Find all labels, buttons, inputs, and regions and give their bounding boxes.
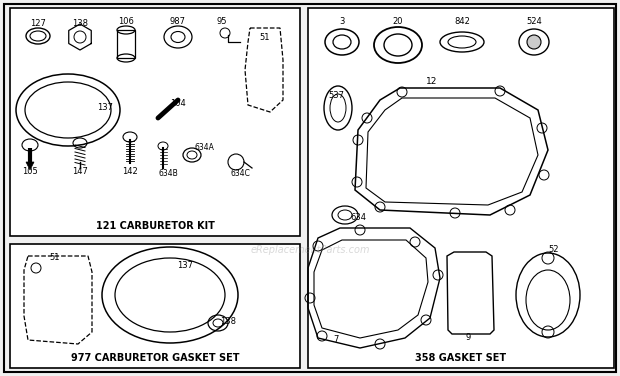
Text: 95: 95 bbox=[217, 18, 228, 26]
Text: eReplacementParts.com: eReplacementParts.com bbox=[250, 245, 370, 255]
Text: 121 CARBURETOR KIT: 121 CARBURETOR KIT bbox=[95, 221, 215, 231]
Text: 12: 12 bbox=[427, 77, 438, 86]
Text: 537: 537 bbox=[328, 91, 344, 100]
Ellipse shape bbox=[527, 35, 541, 49]
Text: 138: 138 bbox=[220, 317, 236, 326]
Bar bbox=[10, 8, 300, 236]
Text: 634B: 634B bbox=[158, 168, 178, 177]
Text: 3: 3 bbox=[339, 18, 345, 26]
Text: 137: 137 bbox=[177, 261, 193, 270]
Text: 104: 104 bbox=[170, 99, 186, 108]
Text: 634C: 634C bbox=[230, 168, 250, 177]
Text: 634: 634 bbox=[350, 214, 366, 223]
Polygon shape bbox=[26, 162, 34, 170]
Text: 142: 142 bbox=[122, 167, 138, 176]
Text: 987: 987 bbox=[170, 18, 186, 26]
Bar bbox=[10, 244, 300, 368]
Bar bbox=[117, 30, 135, 58]
Bar bbox=[308, 8, 614, 368]
Text: 524: 524 bbox=[526, 18, 542, 26]
Text: 842: 842 bbox=[454, 18, 470, 26]
Text: 977 CARBURETOR GASKET SET: 977 CARBURETOR GASKET SET bbox=[71, 353, 239, 363]
Text: 147: 147 bbox=[72, 167, 88, 176]
Text: 7: 7 bbox=[334, 335, 339, 344]
Text: 20: 20 bbox=[392, 18, 403, 26]
Text: 51: 51 bbox=[50, 253, 60, 262]
Text: 634A: 634A bbox=[194, 144, 214, 153]
Text: 51: 51 bbox=[260, 33, 270, 42]
Text: 127: 127 bbox=[30, 20, 46, 29]
Text: 52: 52 bbox=[549, 246, 559, 255]
Text: 138: 138 bbox=[72, 20, 88, 29]
Text: 137: 137 bbox=[97, 103, 113, 112]
Text: 105: 105 bbox=[22, 167, 38, 176]
Text: 9: 9 bbox=[466, 334, 471, 343]
Text: 358 GASKET SET: 358 GASKET SET bbox=[415, 353, 507, 363]
Text: 106: 106 bbox=[118, 18, 134, 26]
